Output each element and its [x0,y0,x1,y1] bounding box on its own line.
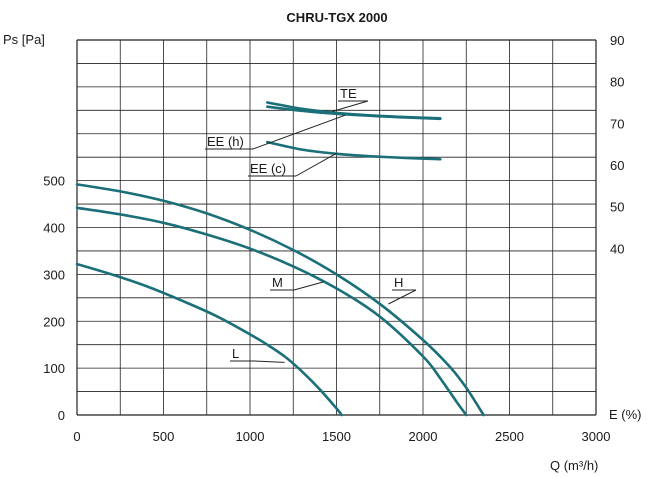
series-line-ee-h [266,105,442,121]
y-left-tick-label: 0 [58,408,65,423]
y-left-tick-label: 400 [43,221,65,236]
y-left-tick-label: 100 [43,361,65,376]
series-label-leader [252,114,346,150]
y-axis-right-label: E (%) [609,407,642,422]
x-axis-label: Q (m³/h) [550,458,598,473]
grid [76,39,597,416]
x-tick-label: 500 [153,429,175,444]
x-tick-label: 3000 [582,429,611,444]
series-label-leader [253,360,285,363]
y-axis-left-ticks: 0 100 200 300 400 500 [43,174,65,423]
y-right-tick-label: 70 [610,116,624,131]
series-label-ee-h: EE (h) [207,134,244,149]
series-label-ee-c: EE (c) [250,161,286,176]
series-label-leader [293,281,324,291]
chart-title: CHRU-TGX 2000 [286,10,387,25]
y-right-tick-label: 60 [610,158,624,173]
series-line-h [75,183,485,417]
series-label-leader [388,289,417,305]
series-label-leader [332,100,369,112]
y-left-tick-label: 300 [43,267,65,282]
x-tick-label: 0 [73,429,80,444]
y-right-tick-label: 90 [610,33,624,48]
series-label-te: TE [340,86,357,101]
y-left-tick-label: 200 [43,314,65,329]
series-line-m [75,206,468,417]
series-label-m: M [272,275,283,290]
x-tick-label: 2000 [409,429,438,444]
x-tick-label: 1500 [322,429,351,444]
series-lines [75,101,485,417]
series-label-leader [295,152,337,177]
series-labels: L M H TE EE (h) EE (c) [205,86,417,363]
series-label-h: H [394,275,403,290]
x-tick-label: 1000 [236,429,265,444]
y-right-tick-label: 50 [610,200,624,215]
series-line-l [75,262,343,417]
x-axis-ticks: 0 500 1000 1500 2000 2500 3000 [73,429,610,444]
y-axis-left-label: Ps [Pa] [3,32,45,47]
x-tick-label: 2500 [495,429,524,444]
y-axis-right-ticks: 40 50 60 70 80 90 [610,33,624,256]
y-left-tick-label: 500 [43,174,65,189]
y-right-tick-label: 40 [610,241,624,256]
y-right-tick-label: 80 [610,75,624,90]
series-line-ee-c [266,140,442,161]
series-label-l: L [232,346,239,361]
